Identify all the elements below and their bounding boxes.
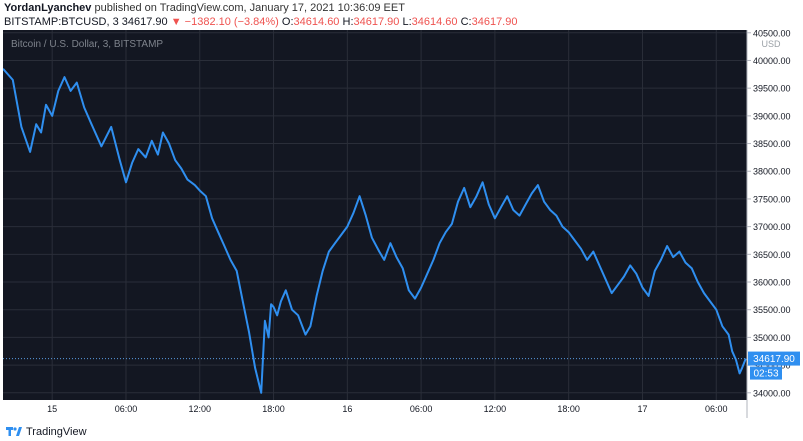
grid-lines [3,30,747,400]
high-label: H: [342,16,354,28]
close-value: 34617.90 [471,16,518,28]
x-tick-label: 18:00 [262,404,285,414]
time-axis-background [3,400,747,418]
price-change: ▼ −1382.10 (−3.84%) [170,16,279,28]
last-price-tag: 34617.90 02:53 [748,351,800,380]
y-tick-label: 35000.00 [753,333,791,343]
y-tick-label: 34500.00 [753,361,791,371]
countdown-tag-bg [750,366,782,380]
low-label: L: [402,16,412,28]
y-tick-label: 34000.00 [753,388,791,398]
x-tick-label: 17 [637,404,647,414]
symbol-label: BITSTAMP:BTCUSD, 3 [4,16,119,28]
y-tick-label: 40500.00 [753,30,791,38]
x-tick-label: 18:00 [557,404,580,414]
countdown-tag-text: 02:53 [753,369,778,380]
x-tick-label: 06:00 [115,404,138,414]
low-value: 34614.60 [411,16,458,28]
chart-watermark: Bitcoin / U.S. Dollar, 3, BITSTAMP [11,39,163,50]
y-tick-label: 37500.00 [753,194,791,204]
y-tick-label: 37000.00 [753,222,791,232]
price-chart[interactable]: Bitcoin / U.S. Dollar, 3, BITSTAMP USD 3… [3,30,801,418]
brand-name: TradingView [26,426,87,438]
y-tick-label: 40000.00 [753,56,791,66]
y-tick-label: 36000.00 [753,278,791,288]
ohlc-legend: BITSTAMP:BTCUSD, 3 34617.90 ▼ −1382.10 (… [4,16,517,28]
last-price-tag-bg [748,351,800,366]
plot-background [3,30,747,400]
y-tick-label: 35500.00 [753,305,791,315]
y-tick-label: 38000.00 [753,167,791,177]
x-tick-label: 06:00 [705,404,728,414]
x-tick-label: 12:00 [188,404,211,414]
y-tick-label: 39000.00 [753,111,791,121]
last-price: 34617.90 [121,16,168,28]
x-tick-label: 16 [342,404,352,414]
y-tick-label: 36500.00 [753,250,791,260]
price-line [3,68,747,394]
close-label: C: [460,16,472,28]
open-label: O: [281,16,294,28]
last-price-tag-text: 34617.90 [753,354,795,365]
x-tick-label: 15 [47,404,57,414]
published-text: published on TradingView.com, January 17… [94,2,405,14]
y-tick-label: 38500.00 [753,139,791,149]
open-value: 34614.60 [293,16,340,28]
time-axis[interactable]: 15 06:00 12:00 18:00 16 06:00 12:00 18:00 17 06:0… [47,404,727,414]
x-tick-label: 06:00 [410,404,433,414]
author-name[interactable]: YordanLyanchev [4,2,92,14]
footer: TradingView [6,424,87,440]
publish-info: YordanLyanchev published on TradingView.… [4,2,405,14]
tradingview-logo-icon[interactable] [6,426,22,438]
currency-unit: USD [761,39,781,49]
price-series [3,68,747,394]
high-value: 34617.90 [353,16,400,28]
y-tick-label: 39500.00 [753,84,791,94]
x-tick-label: 12:00 [484,404,507,414]
price-axis[interactable]: 34000.00 34500.00 35000.00 35500.00 36000.00… [746,30,791,418]
